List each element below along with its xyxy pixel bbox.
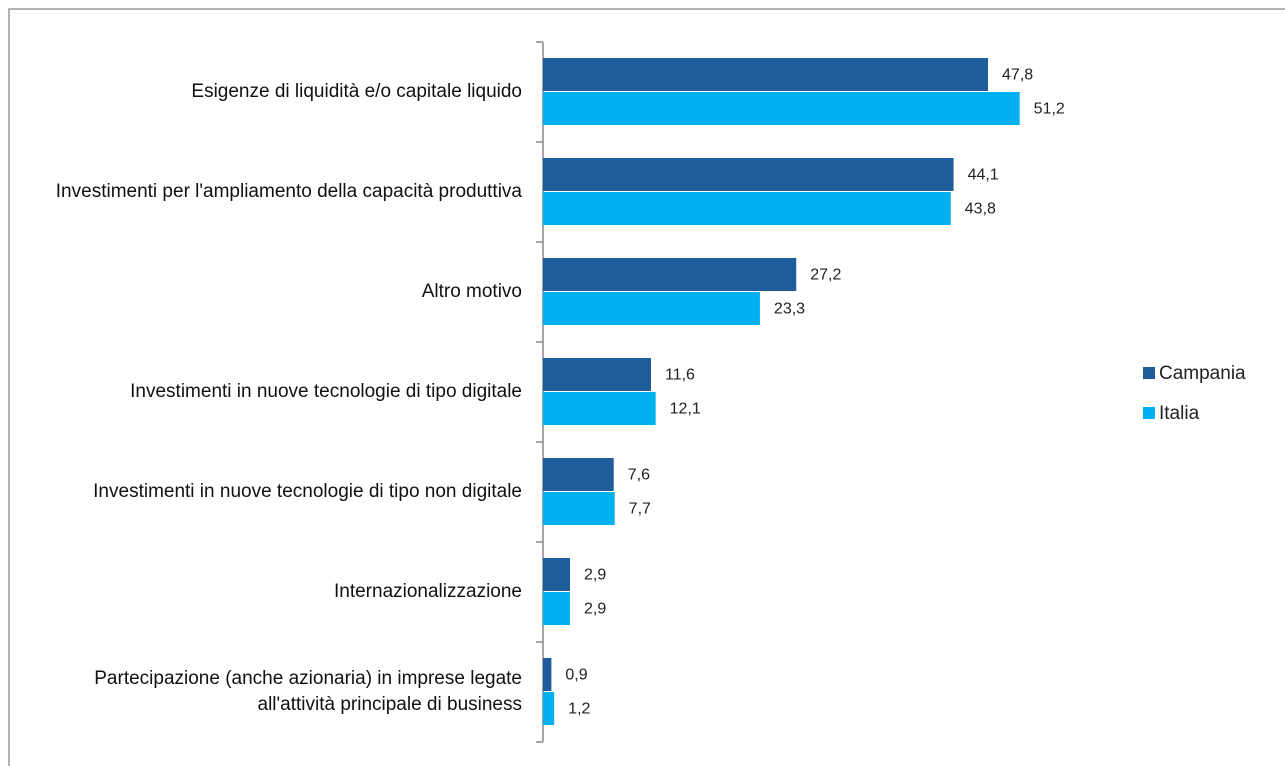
bar bbox=[543, 292, 760, 325]
bar bbox=[543, 258, 797, 291]
value-label: 0,9 bbox=[565, 667, 587, 684]
bar bbox=[543, 692, 555, 725]
bar bbox=[543, 658, 552, 691]
bar bbox=[543, 358, 651, 391]
value-label: 7,6 bbox=[628, 467, 650, 484]
value-label: 7,7 bbox=[629, 501, 651, 518]
legend-swatch bbox=[1143, 367, 1155, 379]
value-label: 27,2 bbox=[810, 267, 841, 284]
legend-label: Italia bbox=[1159, 403, 1200, 424]
category-label: Internazionalizzazione bbox=[333, 581, 522, 602]
category-label: Esigenze di liquidità e/o capitale liqui… bbox=[191, 81, 522, 102]
category-label: Investimenti in nuove tecnologie di tipo… bbox=[93, 481, 522, 502]
value-label: 51,2 bbox=[1034, 101, 1065, 118]
bar bbox=[543, 458, 614, 491]
category-label: Investimenti in nuove tecnologie di tipo… bbox=[130, 381, 522, 402]
bar bbox=[543, 392, 656, 425]
value-label: 23,3 bbox=[774, 301, 805, 318]
frame bbox=[8, 8, 1285, 766]
category-label: Investimenti per l'ampliamento della cap… bbox=[55, 181, 522, 202]
value-label: 43,8 bbox=[965, 201, 996, 218]
legend-label: Campania bbox=[1159, 363, 1246, 384]
value-label: 44,1 bbox=[968, 167, 999, 184]
bar bbox=[543, 92, 1020, 125]
category-label: Partecipazione (anche azionaria) in impr… bbox=[94, 668, 522, 715]
value-label: 2,9 bbox=[584, 567, 606, 584]
value-label: 1,2 bbox=[568, 701, 590, 718]
value-label: 12,1 bbox=[670, 401, 701, 418]
bar bbox=[543, 558, 570, 591]
legend-swatch bbox=[1143, 407, 1155, 419]
category-label: Altro motivo bbox=[421, 281, 522, 302]
bar bbox=[543, 58, 989, 91]
bar bbox=[543, 492, 615, 525]
bar bbox=[543, 592, 570, 625]
value-label: 11,6 bbox=[665, 367, 695, 384]
value-label: 2,9 bbox=[584, 601, 606, 618]
value-label: 47,8 bbox=[1002, 67, 1033, 84]
bar bbox=[543, 192, 951, 225]
bar bbox=[543, 158, 954, 191]
